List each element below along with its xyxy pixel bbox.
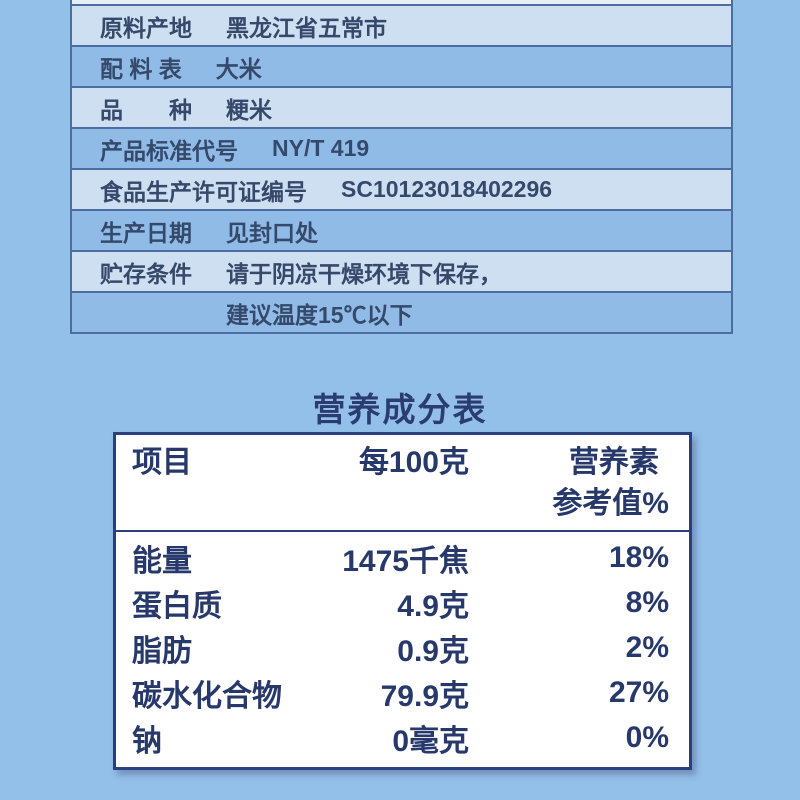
- nutrition-header-nrv-line1: 营养素: [569, 446, 659, 479]
- nutrition-per100g: 1475千焦: [342, 544, 469, 578]
- nutrition-nrv: 2%: [625, 630, 669, 664]
- spec-value: 粳米: [226, 96, 272, 123]
- nutrition-header-nrv-line2: 参考值%: [552, 487, 669, 520]
- spec-value: NY/T 419: [272, 135, 370, 161]
- nutrition-row-carbohydrate: 碳水化合物 79.9克 27%: [116, 670, 689, 715]
- spec-value: 黑龙江省五常市: [226, 14, 387, 41]
- spec-row-license-number: 食品生产许可证编号 SC10123018402296: [72, 170, 731, 211]
- nutrition-body: 能量 1475千焦 18% 蛋白质 4.9克 8% 脂肪 0.9克 2% 碳水化…: [116, 532, 689, 767]
- spec-row-ingredients: 配 料 表 大米: [72, 47, 731, 88]
- nutrition-header: 项目 每100克 营养素 参考值%: [116, 435, 689, 532]
- nutrition-nrv: 8%: [625, 585, 669, 619]
- nutrition-per100g: 0毫克: [392, 724, 469, 758]
- nutrition-item: 钠: [132, 724, 162, 758]
- spec-row-variety: 品 种 粳米: [72, 88, 731, 129]
- spec-row-storage-continued: 建议温度15℃以下: [72, 293, 731, 332]
- nutrition-item: 碳水化合物: [132, 679, 282, 713]
- spec-value: 请于阴凉干燥环境下保存，: [226, 260, 502, 287]
- spec-label: 原料产地: [100, 14, 192, 41]
- nutrition-row-sodium: 钠 0毫克 0%: [116, 715, 689, 760]
- spec-label: 贮存条件: [100, 260, 192, 287]
- spec-value: 见封口处: [226, 219, 318, 246]
- spec-label: 配 料 表: [100, 55, 182, 82]
- cutoff-row-sliver: [72, 0, 731, 6]
- nutrition-row-fat: 脂肪 0.9克 2%: [116, 625, 689, 670]
- spec-label: 产品标准代号: [100, 137, 238, 164]
- spec-label: 食品生产许可证编号: [100, 178, 307, 205]
- spec-row-origin: 原料产地 黑龙江省五常市: [72, 6, 731, 47]
- nutrition-item: 能量: [132, 544, 192, 578]
- spec-label: 生产日期: [100, 219, 192, 246]
- nutrition-row-energy: 能量 1475千焦 18%: [116, 535, 689, 580]
- spec-row-production-date: 生产日期 见封口处: [72, 211, 731, 252]
- spec-value: 大米: [215, 55, 262, 82]
- nutrition-item: 脂肪: [132, 634, 192, 668]
- spec-value: 建议温度15℃以下: [226, 301, 413, 328]
- nutrition-table: 项目 每100克 营养素 参考值% 能量 1475千焦 18% 蛋白质 4.9克…: [113, 432, 692, 770]
- nutrition-header-item: 项目: [132, 446, 192, 479]
- nutrition-item: 蛋白质: [132, 589, 222, 623]
- nutrition-row-protein: 蛋白质 4.9克 8%: [116, 580, 689, 625]
- product-spec-table: 原料产地 黑龙江省五常市 配 料 表 大米 品 种 粳米 产品标准代号 NY/T…: [70, 0, 733, 334]
- nutrition-nrv: 27%: [608, 675, 669, 709]
- nutrition-title: 营养成分表: [312, 391, 488, 428]
- nutrition-header-nrv: 营养素 参考值%: [469, 445, 669, 522]
- nutrition-nrv: 18%: [608, 540, 669, 574]
- spec-value: SC10123018402296: [341, 176, 553, 202]
- spec-row-storage: 贮存条件 请于阴凉干燥环境下保存，: [72, 252, 731, 293]
- nutrition-per100g: 0.9克: [397, 634, 469, 668]
- spec-row-standard-code: 产品标准代号 NY/T 419: [72, 129, 731, 170]
- nutrition-per100g: 4.9克: [397, 589, 469, 623]
- spec-label: 品 种: [100, 96, 192, 123]
- nutrition-nrv: 0%: [625, 720, 669, 754]
- nutrition-header-per100g: 每100克: [358, 446, 469, 479]
- nutrition-per100g: 79.9克: [380, 679, 469, 713]
